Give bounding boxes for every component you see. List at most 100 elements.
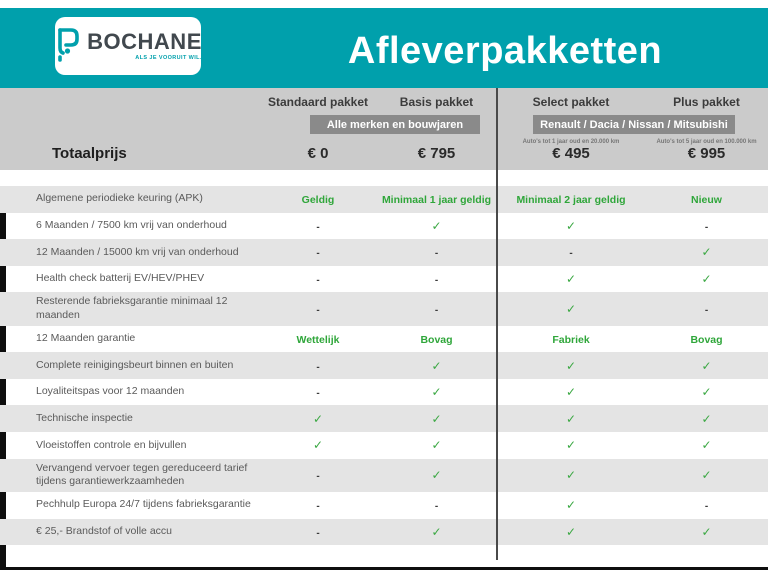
price-plus: € 995 [687, 145, 726, 162]
check-icon: ✓ [431, 385, 442, 400]
bochane-logo-text: BOCHANE ALS JE VOORUIT WIL. [87, 29, 202, 62]
table-row: 6 Maanden / 7500 km vrij van onderhoud -… [0, 212, 768, 240]
dash-mark: - [704, 221, 709, 233]
row-value-plus: ✓ [645, 357, 768, 375]
row-value-basis: ✓ [376, 523, 497, 541]
table-row: 12 Maanden / 15000 km vrij van onderhoud… [0, 239, 768, 266]
table-row: Resterende fabrieksgarantie minimaal 12 … [0, 292, 768, 326]
check-icon: ✓ [312, 438, 324, 453]
row-value-plus: Nieuw [645, 190, 768, 208]
row-value-plus: ✓ [645, 410, 768, 428]
row-label: 12 Maanden / 15000 km vrij van onderhoud [36, 245, 239, 258]
dash-mark: - [316, 471, 320, 483]
row-value-plus: ✓ [645, 243, 768, 261]
row-value-select: ✓ [497, 410, 645, 428]
row-value-basis: ✓ [376, 217, 497, 235]
row-label: 6 Maanden / 7500 km vrij van onderhoud [36, 219, 227, 232]
value-text: Nieuw [691, 194, 722, 207]
row-value-plus: - [645, 496, 768, 514]
check-icon: ✓ [565, 302, 577, 317]
row-label: Complete reinigingsbeurt binnen en buite… [36, 358, 234, 371]
row-value-plus: ✓ [645, 523, 768, 541]
check-icon: ✓ [701, 245, 712, 260]
check-icon: ✓ [565, 218, 577, 233]
value-text: Fabriek [552, 333, 590, 346]
row-value-basis: ✓ [376, 357, 497, 375]
table-row: Vervangend vervoer tegen gereduceerd tar… [0, 458, 768, 492]
row-value-plus: Bovag [645, 330, 768, 348]
feature-rows: Algemene periodieke keuring (APK) Geldig… [0, 186, 768, 571]
row-value-select: ✓ [497, 217, 645, 235]
dash-mark: - [569, 248, 573, 260]
check-icon: ✓ [431, 438, 442, 453]
price-select: € 495 [552, 145, 590, 162]
table-bottom-border [0, 567, 768, 571]
dash-mark: - [316, 248, 320, 260]
row-label: Technische inspectie [36, 411, 133, 424]
row-value-basis: ✓ [376, 466, 497, 484]
check-icon: ✓ [565, 358, 577, 373]
table-row: Pechhulp Europa 24/7 tijdens fabrieksgar… [0, 491, 768, 519]
value-text: Bovag [420, 333, 453, 346]
brand-band-renault-group: Renault / Dacia / Nissan / Mitsubishi [533, 115, 735, 134]
row-value-basis: - [376, 243, 497, 261]
check-icon: ✓ [431, 411, 442, 426]
total-price-label: Totaalprijs [52, 145, 127, 162]
column-header-select: Select pakket [532, 95, 610, 109]
dash-mark: - [316, 527, 320, 539]
row-value-plus: - [645, 217, 768, 235]
dash-mark: - [316, 305, 320, 317]
row-value-standaard: - [260, 270, 376, 288]
value-text: Minimaal 2 jaar geldig [516, 194, 626, 207]
column-header-standaard: Standaard pakket [267, 95, 369, 109]
page-header: BOCHANE ALS JE VOORUIT WIL. Afleverpakke… [0, 8, 768, 88]
table-row: Complete reinigingsbeurt binnen en buite… [0, 352, 768, 379]
row-value-plus: ✓ [645, 436, 768, 454]
bochane-logo: BOCHANE ALS JE VOORUIT WIL. [55, 17, 201, 75]
check-icon: ✓ [701, 272, 712, 287]
table-row: Health check batterij EV/HEV/PHEV - - ✓ … [0, 265, 768, 293]
row-value-basis: - [376, 300, 497, 318]
dash-mark: - [434, 305, 439, 317]
table-row: Algemene periodieke keuring (APK) Geldig… [0, 186, 768, 213]
row-value-basis: Bovag [376, 330, 497, 348]
check-icon: ✓ [312, 411, 324, 426]
row-value-standaard: - [260, 300, 376, 318]
dash-mark: - [316, 275, 320, 287]
row-value-standaard: ✓ [260, 410, 376, 428]
row-value-plus: ✓ [645, 383, 768, 401]
table-row: Loyaliteitspas voor 12 maanden - ✓ ✓ ✓ [0, 378, 768, 406]
check-icon: ✓ [431, 218, 442, 233]
column-subtext-plus: Auto's tot 5 jaar oud en 100.000 km [656, 139, 757, 145]
dash-mark: - [316, 221, 320, 233]
empty-row [0, 545, 768, 568]
row-label: Health check batterij EV/HEV/PHEV [36, 272, 205, 285]
row-value-select: ✓ [497, 270, 645, 288]
table-row: Vloeistoffen controle en bijvullen ✓ ✓ ✓… [0, 432, 768, 459]
row-value-standaard: - [260, 357, 376, 375]
dash-mark: - [434, 501, 439, 513]
table-row: 12 Maanden garantie Wettelijk Bovag Fabr… [0, 325, 768, 353]
dash-mark: - [434, 248, 439, 260]
check-icon: ✓ [701, 411, 712, 426]
row-value-select: Minimaal 2 jaar geldig [497, 190, 645, 208]
row-value-plus: - [645, 300, 768, 318]
row-value-basis: ✓ [376, 436, 497, 454]
row-value-basis: ✓ [376, 383, 497, 401]
check-icon: ✓ [701, 438, 712, 453]
row-label: Algemene periodieke keuring (APK) [36, 192, 203, 205]
row-value-select: Fabriek [497, 330, 645, 348]
row-label: Resterende fabrieksgarantie minimaal 12 … [36, 295, 228, 322]
row-value-select: ✓ [497, 300, 645, 318]
column-subtext-select: Auto's tot 1 jaar oud en 20.000 km [522, 139, 620, 145]
value-text: Bovag [690, 333, 723, 346]
column-header-basis: Basis pakket [399, 95, 474, 109]
row-value-select: ✓ [497, 523, 645, 541]
row-value-basis: - [376, 270, 497, 288]
row-label: € 25,- Brandstof of volle accu [36, 524, 172, 537]
pricing-header-band: Standaard pakket Basis pakket Select pak… [0, 88, 768, 170]
logo-brand-name: BOCHANE [87, 29, 202, 54]
check-icon: ✓ [701, 524, 712, 539]
table-row: Technische inspectie ✓ ✓ ✓ ✓ [0, 405, 768, 433]
